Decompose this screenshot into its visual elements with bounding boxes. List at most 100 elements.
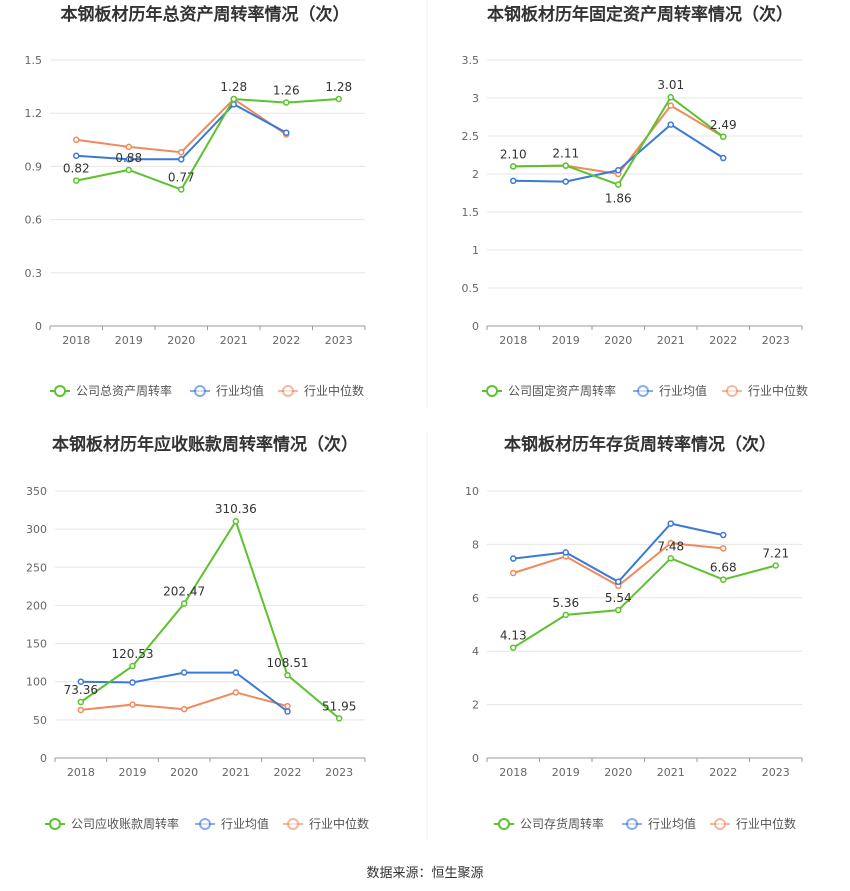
- legend-label: 行业中位数: [304, 383, 364, 398]
- data-label: 2.11: [552, 147, 579, 161]
- data-point: [667, 121, 674, 128]
- x-tick-label: 2018: [62, 334, 90, 347]
- data-point: [667, 520, 674, 527]
- x-tick-label: 2022: [709, 334, 737, 347]
- legend-marker: [637, 385, 649, 397]
- y-tick-label: 0.3: [25, 267, 43, 280]
- y-tick-label: 3: [472, 92, 479, 105]
- legend-item-1: 公司固定资产周转率: [482, 383, 616, 398]
- data-label: 73.36: [64, 683, 98, 697]
- x-tick-label: 2023: [325, 766, 353, 779]
- x-tick-label: 2019: [552, 766, 580, 779]
- data-point: [230, 95, 237, 103]
- data-point: [720, 576, 727, 583]
- data-point: [335, 715, 343, 722]
- chart-title: 本钢板材历年存货周转率情况（次）: [504, 434, 776, 455]
- data-label: 0.77: [168, 170, 195, 184]
- legend-item-2: 行业均值: [633, 383, 707, 398]
- y-tick-label: 1: [472, 244, 479, 257]
- data-point: [615, 166, 622, 174]
- legend-marker: [199, 818, 211, 830]
- data-point: [178, 186, 185, 193]
- y-tick-label: 2: [472, 168, 479, 181]
- data-point: [232, 669, 240, 676]
- data-point: [125, 166, 132, 174]
- legend-label: 行业均值: [659, 383, 707, 398]
- data-point: [178, 148, 185, 156]
- x-tick-label: 2018: [499, 334, 527, 347]
- data-point: [178, 156, 185, 163]
- data-point: [615, 181, 622, 188]
- x-tick-label: 2021: [222, 766, 250, 779]
- data-point: [129, 662, 136, 670]
- legend-label: 公司应收账款周转率: [71, 816, 179, 831]
- data-point: [562, 178, 569, 185]
- data-point: [667, 102, 674, 109]
- y-tick-label: 150: [26, 638, 47, 651]
- data-point: [77, 698, 85, 706]
- data-point: [667, 539, 674, 547]
- x-tick-label: 2019: [119, 766, 147, 779]
- series-line-1: [76, 97, 339, 191]
- legend-marker: [726, 385, 738, 397]
- data-point: [667, 555, 674, 562]
- y-tick-label: 250: [26, 561, 47, 574]
- chart-4: 本钢板材历年存货周转率情况（次） 0 2 4 6 8 10 2018 2019 2020 2021 2…: [465, 434, 803, 831]
- chart-title: 本钢板材历年固定资产周转率情况（次）: [487, 4, 793, 25]
- legend-label: 行业中位数: [309, 816, 369, 831]
- data-point: [283, 129, 290, 136]
- legend-marker: [626, 818, 638, 830]
- data-point: [615, 578, 622, 586]
- data-point: [615, 606, 622, 614]
- legend-item-1: 公司应收账款周转率: [45, 816, 179, 831]
- legend-item-3: 行业中位数: [278, 383, 364, 398]
- data-point: [73, 177, 80, 184]
- data-point: [284, 708, 291, 715]
- series-line-3: [76, 97, 287, 154]
- data-label: 5.36: [552, 596, 579, 610]
- data-point: [335, 95, 342, 103]
- x-tick-label: 2020: [604, 334, 632, 347]
- data-point: [125, 156, 132, 163]
- chart-title: 本钢板材历年应收账款周转率情况（次）: [52, 434, 358, 455]
- data-point: [180, 600, 188, 607]
- data-point: [129, 701, 136, 708]
- series-line-3: [513, 104, 724, 176]
- x-tick-label: 2023: [325, 334, 353, 347]
- data-point: [667, 93, 674, 101]
- x-tick-label: 2018: [499, 766, 527, 779]
- x-tick-label: 2022: [709, 766, 737, 779]
- data-point: [562, 611, 569, 619]
- x-tick-label: 2022: [272, 334, 300, 347]
- data-point: [510, 555, 517, 562]
- data-label: 202.47: [163, 585, 205, 599]
- y-tick-label: 0.6: [25, 214, 43, 227]
- data-label: 0.82: [63, 162, 90, 176]
- chart-2: 本钢板材历年固定资产周转率情况（次） 0 0.5 1 1.5 2 2.5 3 3.5 2018 20…: [462, 4, 809, 398]
- data-label: 310.36: [215, 502, 257, 516]
- data-point: [77, 706, 85, 714]
- legend-marker: [287, 818, 299, 830]
- data-point: [510, 177, 517, 185]
- data-label: 7.21: [762, 546, 789, 560]
- series-line-2: [513, 522, 724, 584]
- data-label: 1.28: [325, 80, 352, 94]
- chart-1: 本钢板材历年总资产周转率情况（次） 0 0.3 0.6 0.9 1.2 1.5 2018 201…: [25, 4, 366, 398]
- data-point: [720, 133, 727, 141]
- x-tick-label: 2023: [762, 334, 790, 347]
- data-point: [125, 143, 132, 151]
- series-line-1: [80, 518, 340, 720]
- y-tick-label: 1.5: [25, 54, 43, 67]
- data-point: [73, 136, 80, 144]
- data-point: [772, 562, 779, 569]
- legend-label: 公司存货周转率: [520, 816, 604, 831]
- y-tick-label: 0.9: [25, 160, 43, 173]
- y-tick-label: 3.5: [462, 54, 480, 67]
- data-point: [180, 669, 188, 676]
- y-tick-label: 1.5: [462, 206, 480, 219]
- legend-item-2: 行业均值: [190, 383, 264, 398]
- y-tick-label: 50: [33, 714, 47, 727]
- data-point: [562, 549, 569, 556]
- legend-label: 公司总资产周转率: [76, 383, 172, 398]
